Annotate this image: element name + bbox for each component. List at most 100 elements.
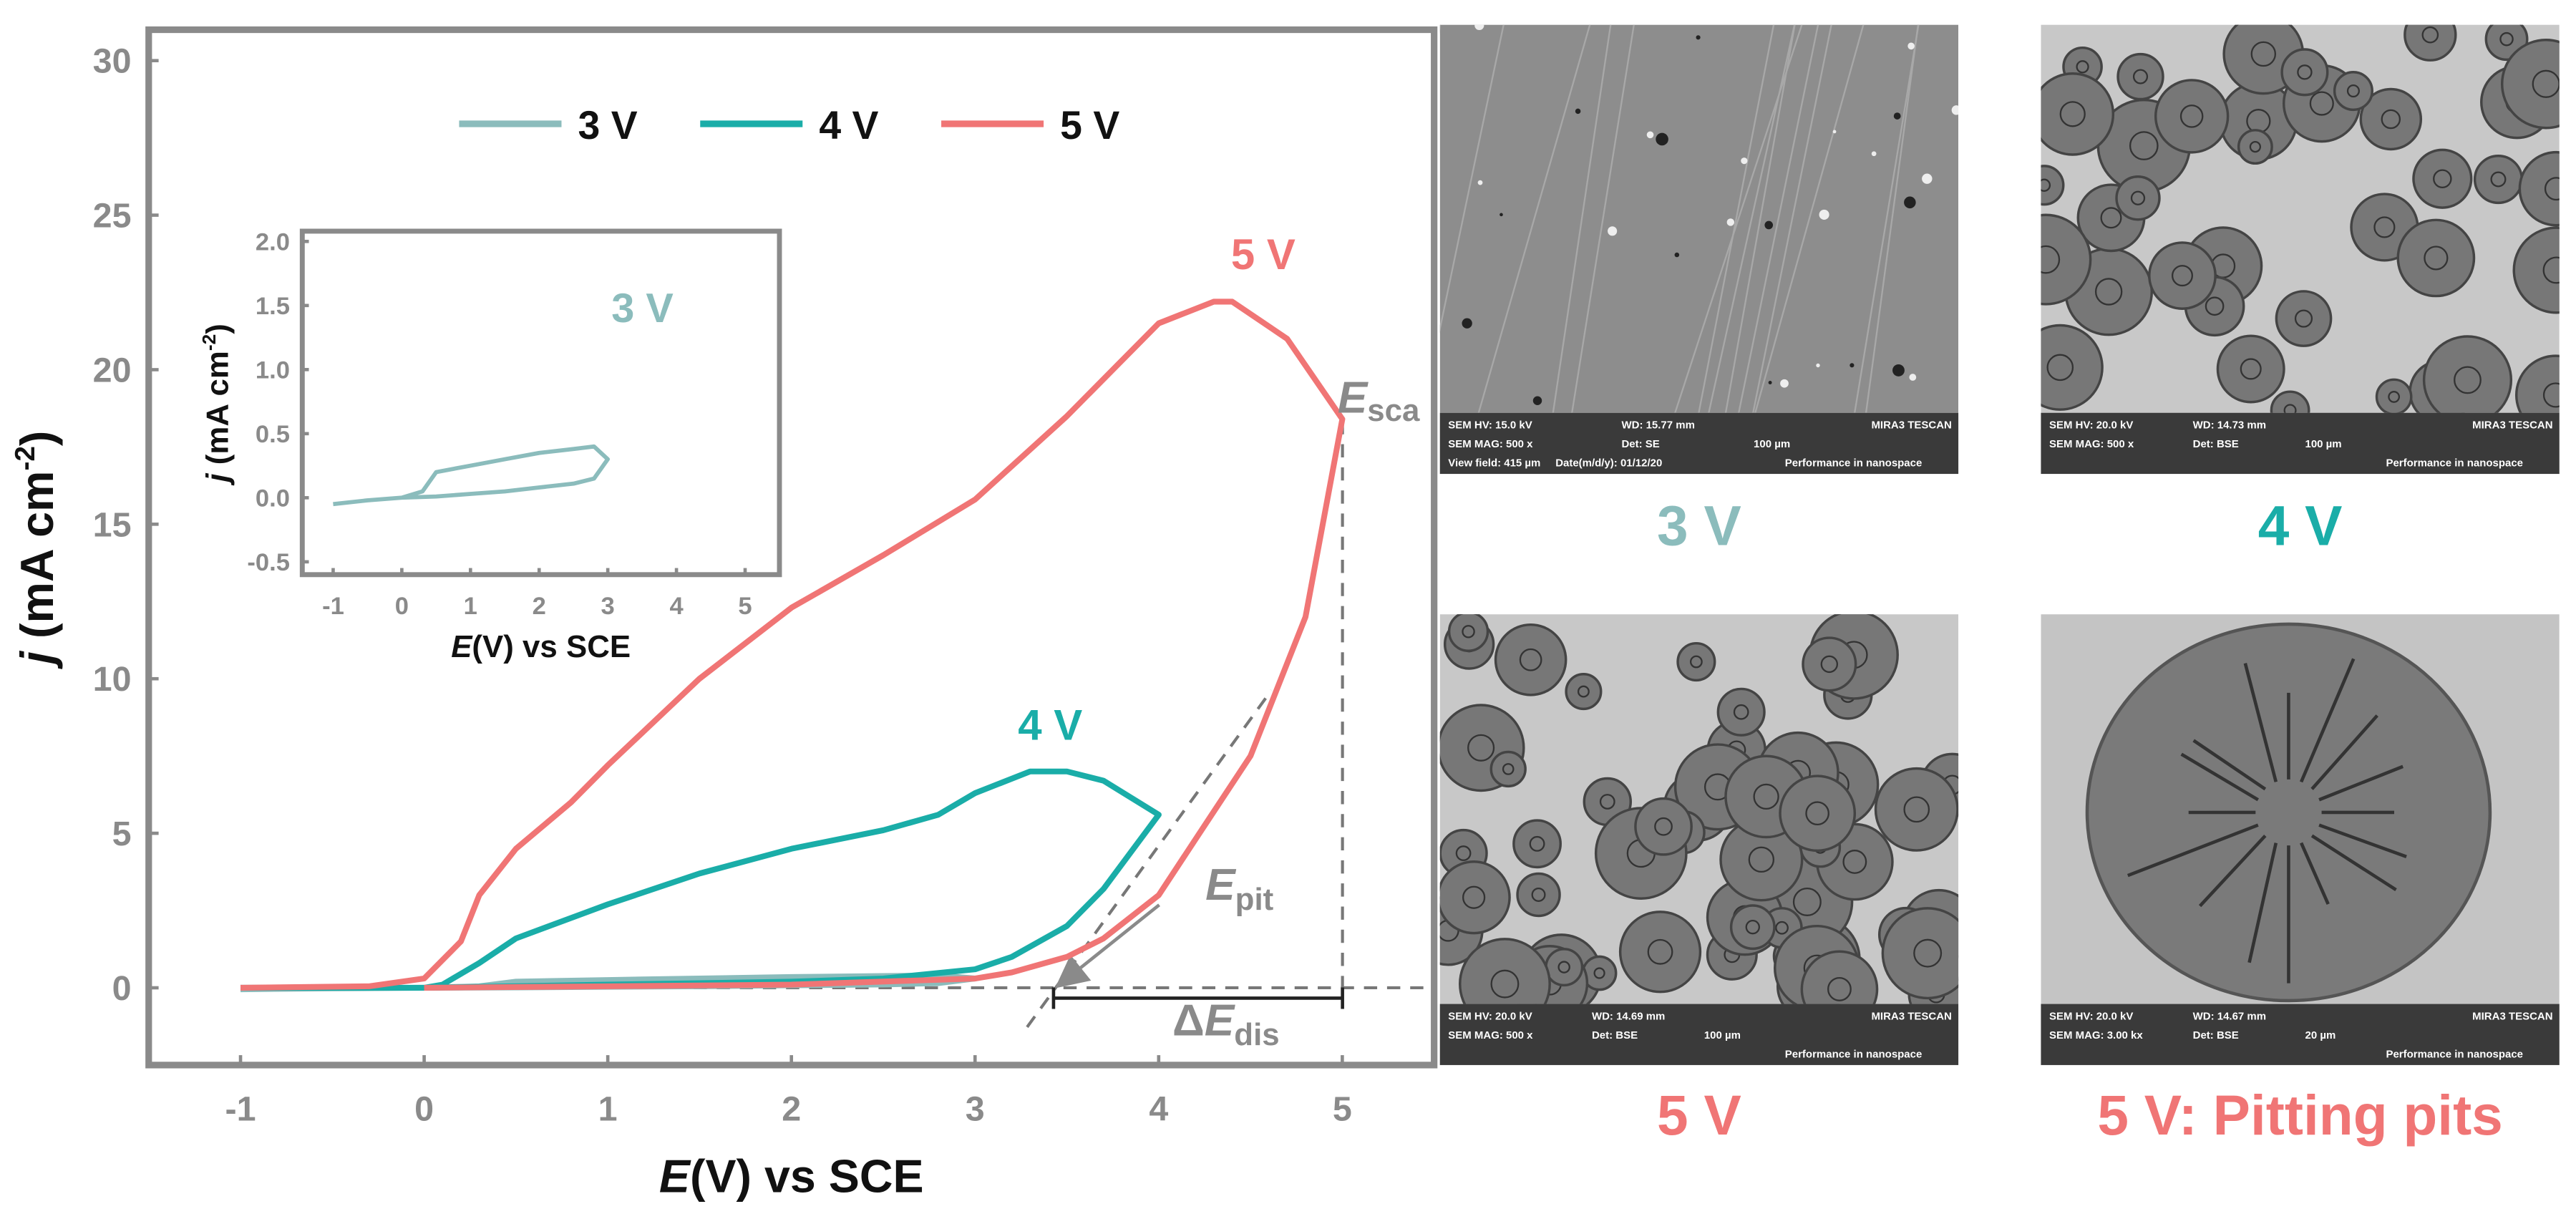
pit [2270,390,2310,413]
scratch [1439,24,1505,334]
pit-core [2421,26,2439,44]
pit-core [2076,60,2089,74]
pit-core [2490,171,2507,188]
pit [2216,334,2285,404]
pit-core [2381,109,2401,130]
x-tick-label: 0 [395,593,409,620]
pit [1850,363,1855,368]
pit-core [1689,655,1703,669]
crack [2180,752,2260,802]
pit-core [1455,845,1472,861]
y-tick-label: 1.0 [256,356,290,384]
pit-core [2433,169,2452,189]
pit-core [1593,967,1605,979]
pit [1474,24,1484,31]
scratch [1724,24,1796,413]
annotation: 5 V [1231,230,1296,278]
pit-core [1557,961,1570,973]
sem-info: Det: BSE [2193,438,2239,450]
pit-core [1462,885,1486,909]
sem-texture [2041,24,2560,413]
crack [2127,823,2259,878]
scratch [1854,24,1920,413]
x-tick-label: 1 [464,593,477,620]
pit [1832,130,1837,134]
text-part: E [451,629,473,664]
pit-core [2309,91,2334,116]
x-tick-label: 2 [782,1089,801,1128]
sem-info: SEM HV: 20.0 kV [2049,419,2133,432]
x-axis-label: E(V) vs SCE [451,629,631,664]
sem-info: SEM MAG: 3.00 kx [2049,1029,2143,1041]
pit-core [1792,888,1822,916]
sem-image: SEM HV: 20.0 kV WD: 14.67 mm MIRA3 TESCAN S… [2041,614,2560,1065]
pit [2422,335,2513,413]
pit [1802,636,1857,692]
pit [1816,363,1820,368]
crack [2243,663,2278,782]
x-axis-label: E(V) vs SCE [659,1151,924,1203]
scratch [1477,24,1591,413]
sem-image: SEM HV: 15.0 kV WD: 15.77 mm MIRA3 TESCAN S… [1439,24,1959,475]
pit [2404,24,2457,62]
pit-core [1577,685,1590,698]
y-tick-label: 25 [93,197,132,235]
pit-core [2041,178,2051,192]
scratch [1752,24,1832,413]
legend-label: 3 V [578,103,638,147]
pit [1768,381,1772,384]
text-part: ) [11,431,63,447]
pit-core [1462,625,1475,638]
pit [1729,904,1776,951]
pit [1459,938,1551,1004]
pit-core [1490,969,1520,999]
delta-bracket [1051,987,1344,1009]
sem-info-bar [2041,1004,2560,1065]
legend-label: 5 V [1060,103,1119,147]
pit [1874,767,1959,852]
pit [1512,819,1562,869]
pit [1904,196,1916,209]
pit [1462,318,1472,329]
annotation: 4 V [1018,701,1082,749]
pit-core [2179,105,2204,128]
sem-info: WD: 14.67 mm [2193,1010,2266,1022]
pit-core [2499,31,2514,47]
text-part: (V) vs SCE [472,629,631,664]
pit-core [2294,309,2313,328]
pit-core [1502,763,1515,775]
sem-image: SEM HV: 20.0 kV WD: 14.73 mm MIRA3 TESCAN S… [2041,24,2560,475]
inset-bg [302,230,779,575]
scratch [1571,24,1635,413]
text-part: E [1338,374,1369,423]
pit-core [1745,919,1760,935]
pit [1893,112,1901,120]
text-part: j [11,650,63,669]
text-part: ) [200,324,235,334]
pit [2396,218,2476,298]
sem-info: Performance in nanospace [2386,457,2523,470]
pit-core [2388,391,2401,403]
sem-info-bar [1439,412,1959,475]
pit-core [2346,84,2360,98]
text-part: sca [1367,393,1420,428]
y-tick-label: 5 [112,815,132,853]
pit-core [2132,69,2149,84]
sem-info: WD: 14.73 mm [2193,419,2266,432]
sem-info: 100 µm [2305,438,2342,450]
sem-info: WD: 14.69 mm [1592,1010,1665,1022]
pit-core [1531,887,1546,902]
pit [2473,154,2524,205]
sem-info: 100 µm [1754,438,1790,450]
text-part: E [659,1151,691,1203]
text-part: E [1205,860,1237,910]
pit [1779,774,1857,853]
sem-info: 100 µm [1704,1029,1741,1041]
inset-annotation: 3 V [611,286,674,331]
sem-info-bar [1439,1004,1959,1065]
pit [1494,623,1568,696]
sem-info: SEM MAG: 500 x [1448,1029,1533,1041]
pit [1439,860,1511,935]
pit-core [1748,846,1775,873]
x-tick-label: 5 [1333,1089,1352,1128]
